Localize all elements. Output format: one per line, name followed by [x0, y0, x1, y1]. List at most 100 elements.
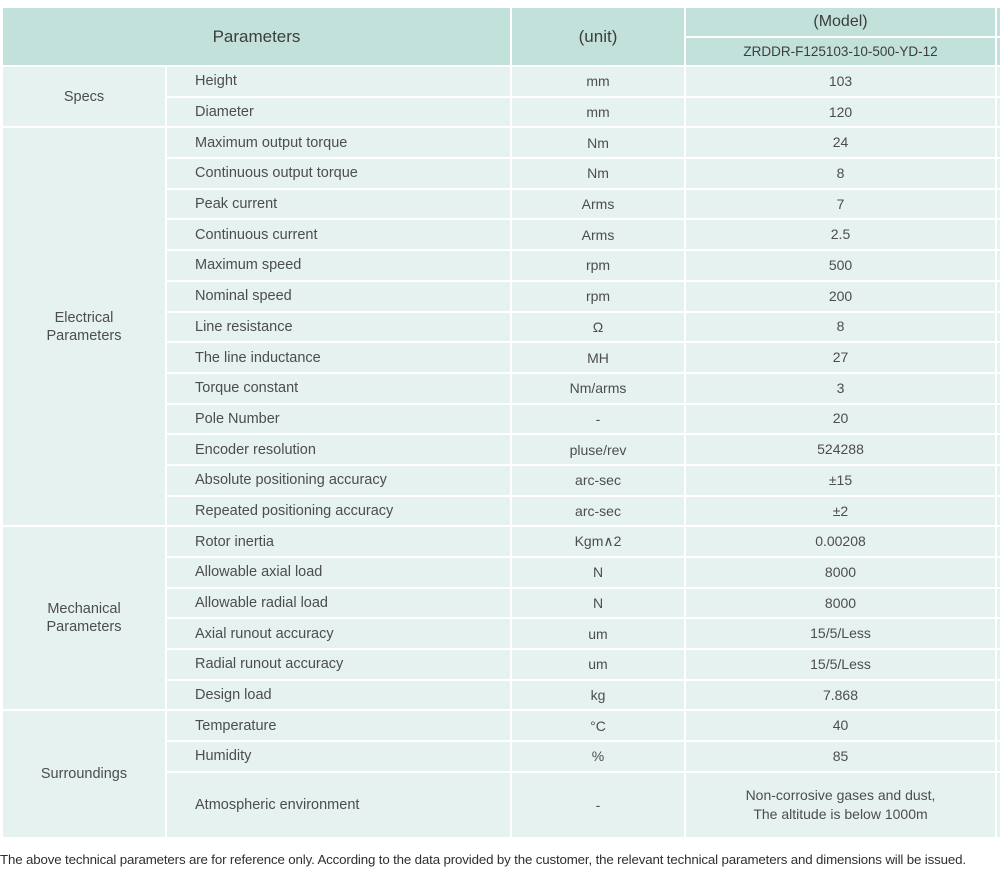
table-row: Encoder resolution pluse/rev 524288	[3, 435, 1000, 466]
technical-parameters-table: Parameters (unit) (Model) ZRDDR-F125103-…	[3, 8, 1000, 839]
param-unit: MH	[512, 343, 686, 374]
param-unit: rpm	[512, 281, 686, 313]
param-name: Allowable radial load	[167, 588, 512, 620]
param-value: 8000	[686, 558, 997, 589]
next-column-sliver	[997, 711, 1000, 743]
param-unit: um	[512, 619, 686, 651]
next-column-sliver	[997, 97, 1000, 129]
table-row: Allowable axial load N 8000	[3, 558, 1000, 589]
param-name: Pole Number	[167, 404, 512, 436]
param-unit: kg	[512, 680, 686, 712]
param-value: 103	[686, 67, 997, 98]
section-label-electrical: Electrical Parameters	[3, 128, 167, 528]
param-name: Peak current	[167, 189, 512, 221]
table-row: Diameter mm 120	[3, 97, 1000, 129]
next-column-sliver	[997, 312, 1000, 344]
next-column-sliver	[997, 588, 1000, 620]
param-unit: %	[512, 742, 686, 773]
table-row: Torque constant Nm/arms 3	[3, 373, 1000, 405]
param-name: Continuous output torque	[167, 159, 512, 190]
next-column-sliver	[997, 67, 1000, 98]
param-value: ±2	[686, 496, 997, 528]
next-column-sliver	[997, 159, 1000, 190]
param-unit: Arms	[512, 189, 686, 221]
param-name: Temperature	[167, 711, 512, 743]
next-column-sliver	[997, 189, 1000, 221]
param-value: 7.868	[686, 680, 997, 712]
param-name: Height	[167, 67, 512, 98]
param-unit: mm	[512, 67, 686, 98]
model-header: (Model)	[686, 8, 997, 38]
table-row: Continuous output torque Nm 8	[3, 159, 1000, 190]
table-row: Specs Height mm 103	[3, 67, 1000, 129]
unit-header: (unit)	[512, 8, 686, 67]
param-unit: rpm	[512, 251, 686, 282]
param-value: 200	[686, 281, 997, 313]
param-unit: Nm	[512, 128, 686, 160]
table-row: Pole Number - 20	[3, 404, 1000, 436]
param-value: 24	[686, 128, 997, 160]
param-name: Humidity	[167, 742, 512, 773]
param-unit: Ω	[512, 312, 686, 344]
param-name: Encoder resolution	[167, 435, 512, 466]
param-value: 27	[686, 343, 997, 374]
param-name: Allowable axial load	[167, 558, 512, 589]
param-name: Diameter	[167, 97, 512, 129]
param-name: Atmospheric environment	[167, 772, 512, 839]
param-unit: Kgm∧2	[512, 527, 686, 558]
param-value: 8000	[686, 588, 997, 620]
next-column-sliver	[997, 373, 1000, 405]
param-name: Design load	[167, 680, 512, 712]
param-unit: pluse/rev	[512, 435, 686, 466]
param-value: 3	[686, 373, 997, 405]
table-row: Radial runout accuracy um 15/5/Less	[3, 650, 1000, 681]
param-unit: arc-sec	[512, 496, 686, 528]
param-value: 0.00208	[686, 527, 997, 558]
next-column-sliver	[997, 527, 1000, 558]
param-value: 15/5/Less	[686, 619, 997, 651]
param-unit: Nm/arms	[512, 373, 686, 405]
section-label-surroundings: Surroundings	[3, 711, 167, 839]
param-name: Repeated positioning accuracy	[167, 496, 512, 528]
next-column-sliver	[997, 128, 1000, 160]
table-row: Maximum speed rpm 500	[3, 251, 1000, 282]
section-label-mechanical: Mechanical Parameters	[3, 527, 167, 712]
table-row: Design load kg 7.868	[3, 680, 1000, 712]
next-column-sliver	[997, 742, 1000, 773]
param-unit: mm	[512, 97, 686, 129]
table-row: Humidity % 85	[3, 742, 1000, 773]
param-value: ±15	[686, 465, 997, 497]
param-unit: Arms	[512, 220, 686, 252]
param-unit: Nm	[512, 159, 686, 190]
param-value: 524288	[686, 435, 997, 466]
model-number: ZRDDR-F125103-10-500-YD-12	[686, 38, 997, 67]
table-row: Absolute positioning accuracy arc-sec ±1…	[3, 465, 1000, 497]
param-name: Maximum output torque	[167, 128, 512, 160]
table-row: Continuous current Arms 2.5	[3, 220, 1000, 252]
next-column-sliver	[997, 435, 1000, 466]
param-name: Continuous current	[167, 220, 512, 252]
param-value: 120	[686, 97, 997, 129]
header-row-2: ZRDDR-F125103-10-500-YD-12	[3, 38, 1000, 67]
param-unit: N	[512, 588, 686, 620]
next-column-sliver	[997, 680, 1000, 712]
table-row: Atmospheric environment - Non-corrosive …	[3, 772, 1000, 839]
param-value: 40	[686, 711, 997, 743]
next-column-sliver	[997, 251, 1000, 282]
next-column-sliver	[997, 404, 1000, 436]
param-value: 500	[686, 251, 997, 282]
param-name: The line inductance	[167, 343, 512, 374]
parameters-header: Parameters	[3, 8, 512, 67]
param-name: Torque constant	[167, 373, 512, 405]
table-row: Line resistance Ω 8	[3, 312, 1000, 344]
next-column-sliver	[997, 650, 1000, 681]
table-row: Surroundings Temperature °C 40	[3, 711, 1000, 839]
table-row: Nominal speed rpm 200	[3, 281, 1000, 313]
table-row: Axial runout accuracy um 15/5/Less	[3, 619, 1000, 651]
param-value: 7	[686, 189, 997, 221]
next-column-sliver	[997, 558, 1000, 589]
next-column-sliver	[997, 281, 1000, 313]
param-value: 8	[686, 312, 997, 344]
next-column-sliver	[997, 343, 1000, 374]
